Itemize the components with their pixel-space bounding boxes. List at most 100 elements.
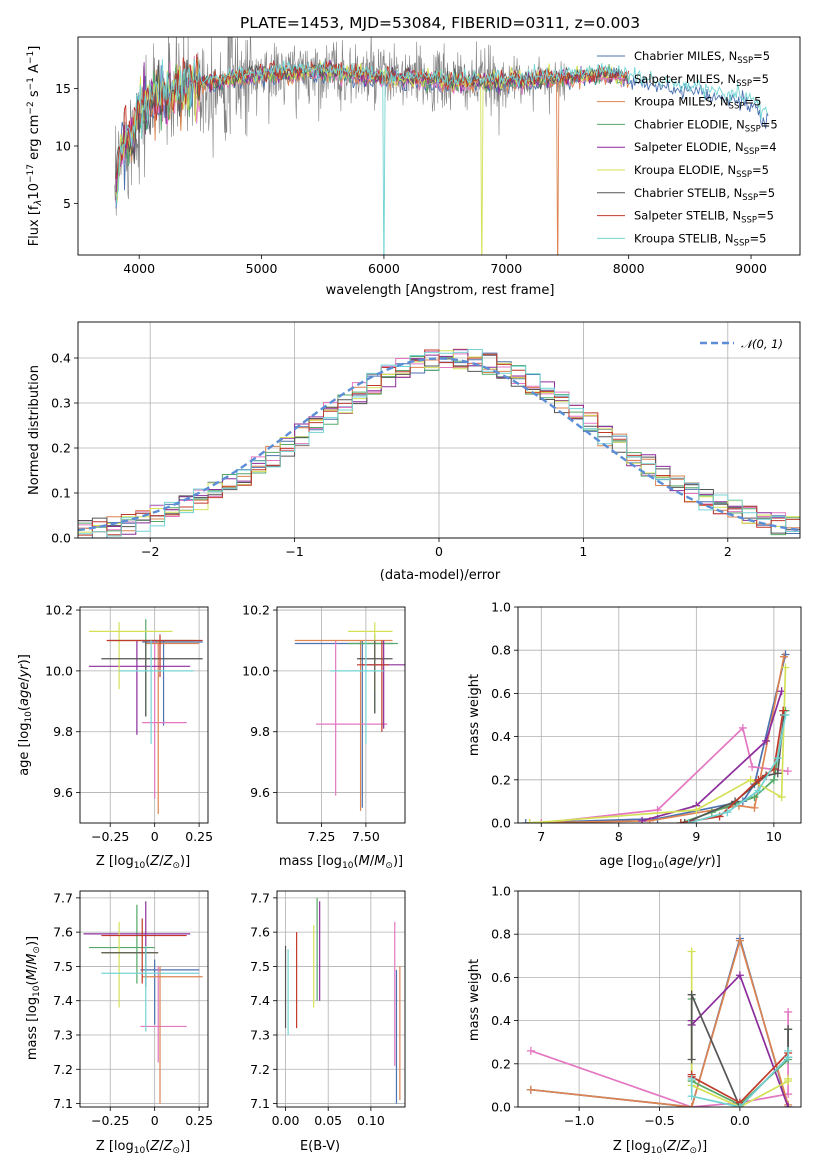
x-tick-label: 0	[151, 1113, 159, 1128]
weight-marker	[638, 816, 647, 823]
weight-marker	[526, 1085, 535, 1094]
page-title: PLATE=1453, MJD=53084, FIBERID=0311, z=0…	[240, 14, 640, 32]
legend-label: Chabrier MILES, NSSP=5	[634, 49, 770, 66]
weight-marker	[784, 1074, 793, 1083]
legend-label: Kroupa STELIB, NSSP=5	[634, 231, 766, 248]
weight-marker	[687, 1074, 696, 1083]
gaussian-curve	[78, 357, 800, 532]
weight-marker	[687, 947, 696, 956]
y-tick-label: 0.4	[491, 729, 511, 744]
axes-frame	[79, 606, 209, 824]
weight-vs-age-xlabel: age [log10(age/yr)]	[599, 854, 721, 871]
legend-label: Salpeter ELODIE, NSSP=4	[634, 140, 777, 157]
y-tick-label: 0.6	[491, 970, 511, 985]
weight-vs-age-ylabel: mass weight	[467, 674, 482, 756]
axes-frame	[77, 321, 801, 539]
legend-tail: =5	[753, 49, 770, 63]
legend-tail: =5	[749, 231, 766, 245]
x-tick-label: −0.5	[644, 1113, 674, 1128]
weight-marker	[779, 706, 788, 715]
weight-marker	[784, 1007, 793, 1016]
y-tick-label: 7.1	[250, 1096, 270, 1111]
weight-series-line	[530, 937, 789, 1107]
residuals-xlabel: (data-model)/error	[380, 568, 501, 583]
legend-tail: =5	[757, 209, 774, 223]
y-tick-label: 7.5	[53, 959, 73, 974]
legend-tail: =5	[752, 72, 769, 86]
y-tick-label: 0.0	[491, 816, 511, 831]
y-tick-label: 7.1	[53, 1096, 73, 1111]
x-tick-label: 2	[724, 544, 732, 559]
weight-marker	[687, 1092, 696, 1101]
legend-tail: =5	[761, 117, 778, 131]
x-tick-label: 8	[615, 829, 623, 844]
plot-area	[284, 897, 401, 1104]
weight-vs-age-panel: age [log10(age/yr)] mass weight 7 8 9 10 0.0…	[467, 600, 802, 871]
axes-frame	[276, 890, 406, 1108]
legend-label: Chabrier ELODIE, NSSP=5	[634, 117, 778, 134]
weight-marker	[735, 936, 744, 945]
age-vs-z-panel: Z [log10(Z/Z⊙)] age [log10(age/yr)] −0.2…	[17, 603, 213, 871]
weight-vs-z-ylabel: mass weight	[467, 959, 482, 1041]
plot-area	[78, 348, 800, 538]
y-tick-label: 7.2	[250, 1062, 270, 1077]
y-tick-label: 10.0	[242, 663, 270, 678]
x-tick-label: 0.05	[314, 1113, 342, 1128]
y-tick-label: 0.0	[51, 531, 71, 546]
x-tick-label: 0.10	[357, 1113, 385, 1128]
plot-area	[114, 37, 769, 255]
y-tick-label: 7.3	[250, 1028, 270, 1043]
x-tick-label: 4000	[123, 261, 155, 276]
mass-vs-ebv-panel: E(B-V) 0.00 0.05 0.10 7.1 7.2 7.3 7.4 7.5 7.6 7.7	[250, 890, 406, 1154]
mass-vs-ebv-xlabel: E(B-V)	[300, 1139, 340, 1154]
observed-spectrum	[114, 37, 568, 216]
weight-series-line	[525, 654, 787, 823]
legend-sub: SSP	[741, 216, 757, 226]
x-tick-label: 9000	[735, 261, 767, 276]
legend-sub: SSP	[742, 193, 758, 203]
weight-marker	[748, 762, 757, 771]
x-tick-label: 8000	[613, 261, 645, 276]
y-tick-label: 7.2	[53, 1062, 73, 1077]
gaussian-legend-label: 𝒩(0, 1)	[741, 337, 783, 351]
age-vs-mass-panel: mass [log10(M/M⊙)] 7.25 7.50 9.6 9.8 10.0 10.…	[242, 603, 406, 871]
x-tick-label: 0.0	[730, 1113, 750, 1128]
weight-marker	[781, 711, 790, 719]
mass-vs-z-xlabel: Z [log10(Z/Z⊙)]	[96, 1139, 190, 1156]
x-tick-label: 7.25	[308, 829, 336, 844]
plot-area	[294, 622, 405, 811]
axes-frame	[517, 890, 802, 1108]
spectrum-panel: wavelength [Angstrom, rest frame] Flux […	[26, 36, 801, 298]
legend-label: Kroupa ELODIE, NSSP=5	[634, 163, 769, 180]
spectrum-xlabel: wavelength [Angstrom, rest frame]	[326, 283, 555, 298]
y-tick-label: 0.8	[491, 927, 511, 942]
x-tick-label: 9	[692, 829, 700, 844]
residuals-panel: (data-model)/error Normed distribution −…	[27, 321, 801, 583]
mass-vs-z-ylabel: mass [log10(M/M⊙)]	[25, 936, 42, 1060]
y-tick-label: 0.3	[51, 396, 71, 411]
weight-series-line	[641, 690, 783, 822]
x-tick-label: 10	[766, 829, 782, 844]
legend-sub: SSP	[734, 238, 750, 248]
y-tick-label: 7.6	[250, 925, 270, 940]
y-tick-label: 0.2	[51, 441, 71, 456]
weight-marker	[687, 1103, 696, 1107]
weight-marker	[784, 1025, 793, 1034]
legend-sub: SSP	[745, 124, 761, 134]
weight-marker	[762, 736, 771, 745]
weight-marker	[680, 819, 689, 823]
axes-frame	[77, 36, 801, 256]
weight-marker	[783, 767, 792, 776]
weight-marker	[537, 819, 546, 823]
y-tick-label: 7.7	[53, 890, 73, 905]
weight-marker	[692, 806, 701, 815]
x-tick-label: 0.00	[272, 1113, 300, 1128]
legend-tail: =5	[752, 163, 769, 177]
weight-marker	[777, 793, 786, 802]
x-tick-label: 7.50	[352, 829, 380, 844]
x-tick-label: −1	[285, 544, 303, 559]
y-tick-label: 10.0	[45, 663, 73, 678]
y-tick-label: 15	[55, 81, 71, 96]
legend-label: Salpeter STELIB, NSSP=5	[634, 209, 774, 226]
